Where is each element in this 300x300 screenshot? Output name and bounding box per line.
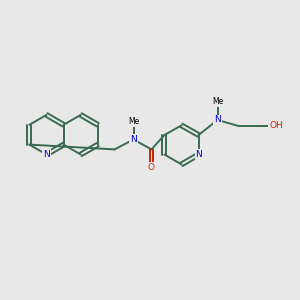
- Text: N: N: [214, 116, 221, 124]
- Text: OH: OH: [269, 122, 283, 130]
- Text: Me: Me: [128, 117, 139, 126]
- Text: N: N: [130, 135, 137, 144]
- Text: O: O: [148, 163, 155, 172]
- Text: N: N: [195, 150, 202, 159]
- Text: N: N: [43, 150, 50, 159]
- Text: Me: Me: [212, 98, 223, 106]
